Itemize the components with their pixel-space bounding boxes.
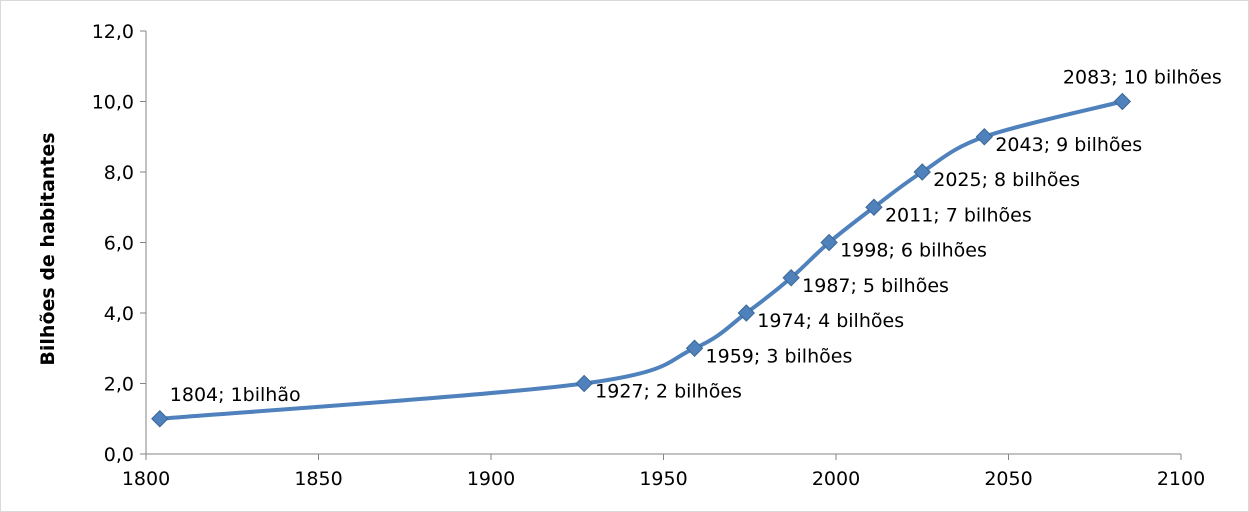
data-point-marker [975, 128, 994, 146]
x-tick-labels: 1800 1850 1900 1950 2000 2050 2100 [122, 468, 1205, 490]
data-point-marker [737, 304, 756, 322]
axes [140, 30, 1182, 460]
data-point-marker [1113, 92, 1132, 111]
data-point-marker [782, 269, 800, 287]
data-point-marker [685, 339, 704, 357]
data-label: 2025; 8 bilhões [933, 169, 1080, 191]
data-point-marker [151, 410, 169, 428]
y-tick-labels: 0,0 2,0 4,0 6,0 8,0 10,0 12,0 [92, 21, 134, 466]
y-axis-title: Bilhões de habitantes [37, 132, 59, 365]
data-labels: 1804; 1bilhão 1927; 2 bilhões 1959; 3 bilh… [170, 67, 1222, 406]
x-tick-label: 1950 [639, 468, 687, 490]
x-tick-label: 2050 [984, 468, 1032, 490]
data-point-marker [820, 233, 838, 252]
data-label: 2083; 10 bilhões [1063, 67, 1222, 89]
x-tick-label: 1850 [294, 468, 342, 490]
y-tick-label: 6,0 [104, 233, 134, 255]
y-tick-label: 4,0 [104, 303, 134, 325]
data-label: 1987; 5 bilhões [802, 275, 949, 297]
data-point-marker [865, 198, 883, 216]
y-tick-label: 0,0 [104, 444, 134, 466]
data-label: 1998; 6 bilhões [840, 240, 987, 262]
x-tick-label: 2000 [812, 468, 860, 490]
data-label: 2043; 9 bilhões [995, 134, 1142, 156]
data-label: 1959; 3 bilhões [706, 345, 853, 367]
data-point-marker [913, 163, 931, 181]
x-tick-label: 2100 [1157, 468, 1205, 490]
data-label: 2011; 7 bilhões [885, 204, 1032, 226]
y-tick-label: 2,0 [104, 374, 134, 396]
x-tick-label: 1800 [122, 468, 170, 490]
data-label: 1974; 4 bilhões [757, 310, 904, 332]
x-tick-label: 1900 [467, 468, 515, 490]
y-tick-label: 12,0 [92, 21, 134, 43]
y-tick-label: 8,0 [104, 162, 134, 184]
data-point-marker [575, 374, 593, 393]
y-tick-label: 10,0 [92, 92, 134, 114]
series-group [151, 92, 1132, 428]
data-label: 1927; 2 bilhões [595, 381, 742, 403]
data-label: 1804; 1bilhão [170, 384, 301, 406]
